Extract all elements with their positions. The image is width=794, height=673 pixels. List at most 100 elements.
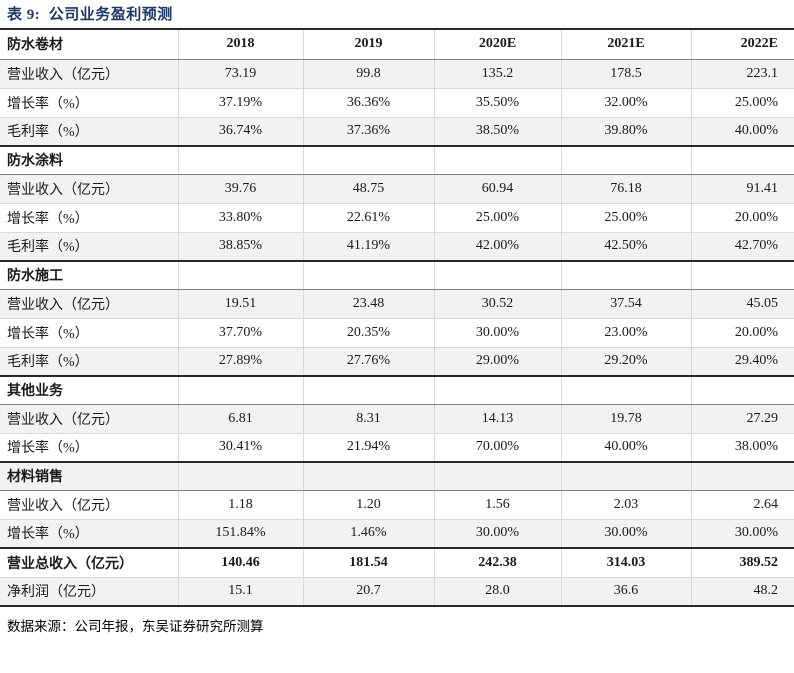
row-value: 29.40%: [690, 346, 794, 376]
row-value: 38.50%: [433, 116, 561, 146]
section-name: 防水施工: [0, 260, 178, 290]
row-value: 36.74%: [177, 116, 303, 146]
row-value: 39.80%: [560, 116, 691, 146]
section-empty-cell: [690, 461, 794, 491]
row-value: 20.00%: [690, 317, 794, 347]
row-label: 营业总收入（亿元）: [0, 547, 178, 577]
row-value: 36.36%: [302, 87, 434, 117]
row-value: 223.1: [690, 58, 794, 88]
table-row-total-revenue: 营业总收入（亿元） 140.46 181.54 242.38 314.03 389.52: [0, 547, 794, 577]
row-value: 20.00%: [690, 202, 794, 232]
row-value: 21.94%: [302, 432, 434, 462]
row-value: 27.89%: [177, 346, 303, 376]
row-value: 29.20%: [560, 346, 691, 376]
row-label: 营业收入（亿元）: [0, 58, 178, 88]
section-header-row: 材料销售: [0, 461, 794, 491]
table-row: 毛利率（%） 36.74% 37.36% 38.50% 39.80% 40.00%: [0, 116, 794, 146]
row-value: 22.61%: [302, 202, 434, 232]
section-empty-cell: [433, 375, 561, 405]
section-empty-cell: [433, 260, 561, 290]
row-value: 39.76: [177, 173, 303, 203]
row-value: 42.50%: [560, 231, 691, 261]
row-value: 36.6: [560, 576, 691, 607]
section-header-row: 防水涂料: [0, 145, 794, 175]
table-row: 营业收入（亿元） 1.18 1.20 1.56 2.03 2.64: [0, 489, 794, 519]
row-label: 增长率（%）: [0, 202, 178, 232]
section-name: 材料销售: [0, 461, 178, 491]
row-value: 20.35%: [302, 317, 434, 347]
row-value: 314.03: [560, 547, 691, 577]
row-value: 20.7: [302, 576, 434, 607]
table-row: 增长率（%） 37.19% 36.36% 35.50% 32.00% 25.00%: [0, 87, 794, 117]
row-label: 营业收入（亿元）: [0, 288, 178, 318]
row-value: 37.19%: [177, 87, 303, 117]
section-header-row: 防水施工: [0, 260, 794, 290]
row-value: 2.03: [560, 489, 691, 519]
row-value: 30.52: [433, 288, 561, 318]
row-label: 营业收入（亿元）: [0, 403, 178, 433]
row-value: 73.19: [177, 58, 303, 88]
header-first-section-label: 防水卷材: [0, 28, 178, 60]
table-row: 毛利率（%） 27.89% 27.76% 29.00% 29.20% 29.40%: [0, 346, 794, 376]
table-row: 营业收入（亿元） 39.76 48.75 60.94 76.18 91.41: [0, 173, 794, 203]
row-value: 42.70%: [690, 231, 794, 261]
row-value: 25.00%: [433, 202, 561, 232]
row-value: 29.00%: [433, 346, 561, 376]
column-header-year: 2021E: [560, 28, 691, 60]
row-value: 76.18: [560, 173, 691, 203]
row-value: 32.00%: [560, 87, 691, 117]
section-empty-cell: [302, 375, 434, 405]
section-empty-cell: [177, 260, 303, 290]
row-label: 增长率（%）: [0, 87, 178, 117]
row-value: 99.8: [302, 58, 434, 88]
table-row: 营业收入（亿元） 19.51 23.48 30.52 37.54 45.05: [0, 288, 794, 318]
row-value: 27.76%: [302, 346, 434, 376]
row-value: 14.13: [433, 403, 561, 433]
table-row: 增长率（%） 37.70% 20.35% 30.00% 23.00% 20.00%: [0, 317, 794, 347]
row-value: 70.00%: [433, 432, 561, 462]
row-value: 30.00%: [690, 518, 794, 548]
row-value: 40.00%: [560, 432, 691, 462]
row-value: 23.00%: [560, 317, 691, 347]
section-empty-cell: [302, 461, 434, 491]
row-value: 242.38: [433, 547, 561, 577]
section-empty-cell: [560, 461, 691, 491]
section-empty-cell: [690, 375, 794, 405]
row-value: 27.29: [690, 403, 794, 433]
table-title: 表 9: 公司业务盈利预测: [7, 7, 173, 23]
table-row: 增长率（%） 33.80% 22.61% 25.00% 25.00% 20.00%: [0, 202, 794, 232]
section-empty-cell: [560, 145, 691, 175]
row-value: 33.80%: [177, 202, 303, 232]
row-value: 151.84%: [177, 518, 303, 548]
row-value: 37.36%: [302, 116, 434, 146]
row-label: 毛利率（%）: [0, 346, 178, 376]
row-value: 37.54: [560, 288, 691, 318]
row-label: 毛利率（%）: [0, 231, 178, 261]
row-value: 45.05: [690, 288, 794, 318]
row-value: 40.00%: [690, 116, 794, 146]
row-value: 181.54: [302, 547, 434, 577]
row-value: 25.00%: [560, 202, 691, 232]
row-value: 23.48: [302, 288, 434, 318]
row-value: 48.75: [302, 173, 434, 203]
profit-forecast-table: 防水卷材 2018 2019 2020E 2021E 2022E 营业收入（亿元…: [0, 28, 794, 607]
row-value: 38.85%: [177, 231, 303, 261]
row-value: 37.70%: [177, 317, 303, 347]
row-value: 38.00%: [690, 432, 794, 462]
row-label: 毛利率（%）: [0, 116, 178, 146]
row-value: 41.19%: [302, 231, 434, 261]
row-value: 60.94: [433, 173, 561, 203]
section-empty-cell: [302, 260, 434, 290]
row-value: 48.2: [690, 576, 794, 607]
row-label: 增长率（%）: [0, 432, 178, 462]
data-source-note: 数据来源：公司年报，东吴证券研究所测算: [7, 619, 264, 634]
row-value: 25.00%: [690, 87, 794, 117]
section-empty-cell: [560, 375, 691, 405]
section-empty-cell: [177, 145, 303, 175]
row-value: 19.78: [560, 403, 691, 433]
table-row: 营业收入（亿元） 73.19 99.8 135.2 178.5 223.1: [0, 58, 794, 88]
row-value: 42.00%: [433, 231, 561, 261]
section-empty-cell: [433, 461, 561, 491]
row-value: 1.20: [302, 489, 434, 519]
row-value: 91.41: [690, 173, 794, 203]
